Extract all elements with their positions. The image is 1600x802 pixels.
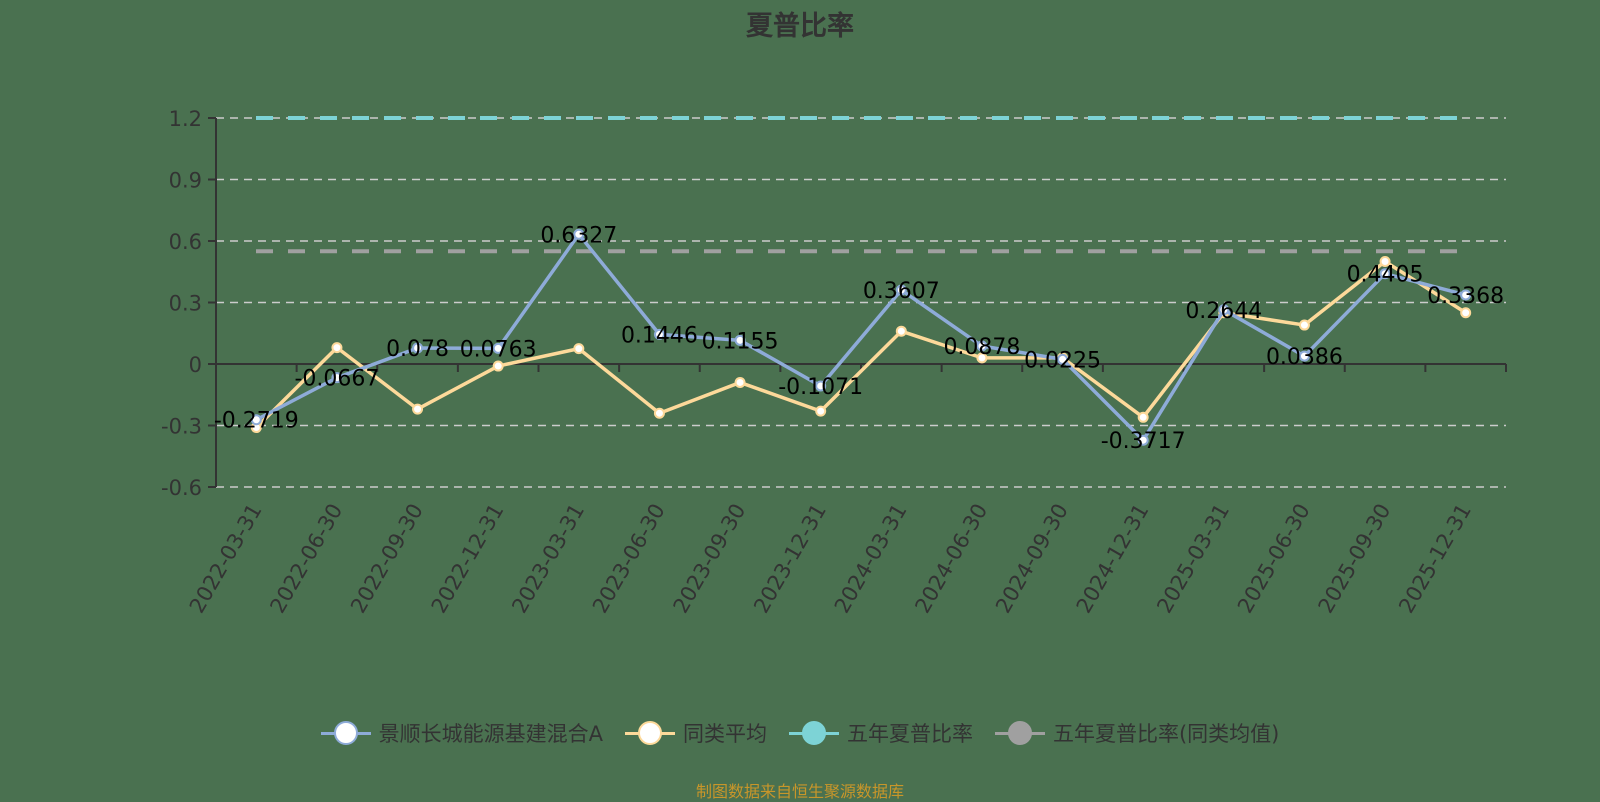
data-point (976, 340, 988, 352)
data-point (492, 342, 504, 354)
legend-item[interactable]: 五年夏普比率 (788, 718, 973, 748)
data-point (1379, 256, 1391, 267)
grid-lines (216, 117, 1506, 488)
data-label: 0.0225 (1024, 348, 1101, 373)
legend-label: 五年夏普比率(同类均值) (1052, 722, 1280, 746)
legend-item[interactable]: 五年夏普比率(同类均值) (994, 718, 1280, 748)
x-tick-label: 2024-09-30 (991, 500, 1073, 618)
data-point (653, 407, 665, 419)
data-point (1298, 350, 1310, 362)
x-tick-label: 2024-03-31 (830, 500, 912, 618)
data-label: -0.2719 (214, 409, 299, 434)
x-tick-label: 2024-06-30 (910, 500, 992, 618)
y-tick-label: 0.9 (169, 169, 202, 193)
data-point (412, 342, 424, 354)
data-point (734, 334, 746, 346)
legend-label: 五年夏普比率 (846, 722, 973, 746)
legend-marker-icon (320, 721, 371, 745)
legend-dot (637, 721, 662, 745)
x-tick-label: 2023-12-31 (749, 500, 831, 618)
legend-dot (1007, 721, 1032, 745)
data-label: 0.1446 (621, 323, 698, 348)
y-tick-label: 0 (189, 353, 202, 377)
data-label: -0.3717 (1101, 429, 1186, 454)
data-label: 0.0878 (943, 335, 1020, 360)
legend-item[interactable]: 景顺长城能源基建混合A (320, 718, 603, 748)
x-tick-label: 2022-03-31 (185, 500, 267, 618)
data-point (1460, 289, 1472, 301)
data-point (573, 343, 585, 355)
data-label: 0.4405 (1347, 263, 1424, 288)
series-line (255, 232, 1467, 442)
legend-dot (333, 721, 358, 745)
x-tick-label: 2022-12-31 (427, 500, 509, 618)
data-point (1298, 319, 1310, 331)
data-point (976, 352, 988, 364)
data-label: 0.6327 (540, 223, 617, 248)
data-point (1137, 434, 1149, 446)
chart-title: 夏普比率 (746, 11, 854, 42)
source-note: 制图数据来自恒生聚源数据库 (695, 782, 904, 801)
x-tick-label: 2024-12-31 (1072, 500, 1154, 618)
legend-dot (801, 721, 826, 745)
data-point (331, 372, 343, 384)
series-line (255, 259, 1467, 429)
y-tick-label: -0.3 (161, 415, 202, 439)
x-tick-label: 2025-06-30 (1233, 500, 1315, 618)
x-tick-label: 2023-03-31 (507, 500, 589, 618)
data-point (815, 380, 827, 392)
data-point (895, 284, 907, 296)
data-point (1379, 268, 1391, 280)
series-lines (250, 228, 1472, 446)
reference-lines (256, 116, 1465, 254)
legend-marker-icon (994, 721, 1045, 745)
legend-label: 同类平均 (682, 722, 767, 746)
data-point (1218, 304, 1230, 316)
data-point (1137, 411, 1149, 423)
data-label: 0.0763 (460, 337, 537, 362)
data-label: 0.2644 (1185, 299, 1262, 324)
data-label: 0.078 (386, 337, 449, 362)
data-label: 0.3607 (863, 279, 940, 304)
legend: 景顺长城能源基建混合A 同类平均 五年夏普比率 五年夏普比率(同类均值) (0, 718, 1600, 748)
y-tick-label: -0.6 (161, 476, 202, 500)
data-label: -0.1071 (778, 375, 863, 400)
data-point (1057, 353, 1069, 365)
data-label: 0.3368 (1427, 284, 1504, 309)
y-tick-label: 0.3 (169, 292, 202, 316)
data-label: 0.1155 (702, 329, 779, 354)
x-tick-label: 2025-03-31 (1152, 500, 1234, 618)
y-tick-label: 1.2 (169, 107, 202, 131)
legend-item[interactable]: 同类平均 (624, 718, 767, 748)
legend-marker-icon (788, 721, 839, 745)
data-label: -0.0667 (294, 367, 379, 392)
data-point (492, 360, 504, 372)
data-point (895, 325, 907, 337)
y-tick-label: 0.6 (169, 230, 202, 254)
data-point (573, 228, 585, 240)
data-point (331, 342, 343, 354)
legend-label: 景顺长城能源基建混合A (378, 722, 603, 746)
x-tick-label: 2022-09-30 (346, 500, 428, 618)
data-label: 0.0386 (1266, 345, 1343, 370)
x-tick-label: 2023-09-30 (669, 500, 751, 618)
data-point (653, 328, 665, 340)
legend-marker-icon (624, 721, 675, 745)
data-labels: -0.2719 -0.0667 0.078 0.0763 0.6327 0.1446 0.1… (214, 223, 1504, 454)
data-point (412, 403, 424, 415)
data-point (250, 414, 262, 426)
data-point (734, 376, 746, 388)
data-point (815, 405, 827, 417)
x-tick-label: 2022-06-30 (265, 500, 347, 618)
line-chart: 1.2 0.9 0.6 0.3 0 -0.3 -0.62022-03-312022-06-3… (161, 107, 1507, 618)
x-tick-label: 2023-06-30 (588, 500, 670, 618)
x-tick-label: 2025-12-31 (1394, 500, 1476, 618)
data-point (1460, 307, 1472, 319)
x-tick-label: 2025-09-30 (1314, 500, 1396, 618)
